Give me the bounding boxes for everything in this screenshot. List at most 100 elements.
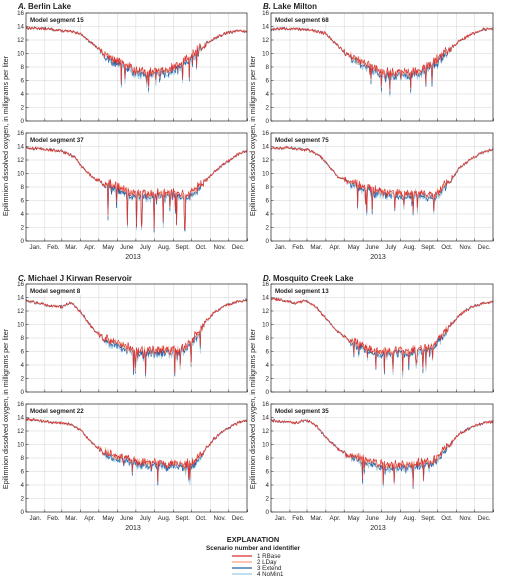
y-tick-label: 2	[21, 225, 25, 232]
x-tick-label: Mar.	[310, 244, 322, 251]
x-tick-label: Jan.	[275, 244, 287, 251]
y-tick-label: 8	[266, 64, 270, 71]
y-tick-label: 8	[21, 64, 25, 71]
panel-label-d: D. Mosquito Creek Lake	[263, 274, 354, 283]
y-tick-label: 14	[262, 144, 269, 151]
y-tick-label: 4	[266, 211, 270, 218]
plot-frame	[25, 132, 248, 242]
year-label-d: 2013	[370, 525, 386, 532]
chart-panel-6: 0 2 4 6 8 10 12 14 16 Model segment 13	[262, 281, 494, 396]
segment-label-bg	[28, 135, 94, 144]
x-tick-label: Nov.	[459, 244, 472, 251]
x-tick-label: Feb.	[292, 244, 305, 251]
chart-panel-8: 0 2 4 6 8 10 12 14 16 Model segment 35 Jan. Feb. Mar…	[262, 401, 494, 522]
y-tick-label: 16	[262, 281, 269, 288]
x-tick-label: Jan.	[30, 515, 42, 522]
y-tick-label: 12	[17, 428, 24, 435]
y-tick-label: 6	[266, 198, 270, 205]
y-tick-label: 4	[266, 362, 270, 369]
y-tick-label: 4	[21, 211, 25, 218]
y-tick-label: 0	[266, 238, 270, 245]
y-tick-label: 10	[262, 322, 269, 329]
x-tick-label: Sept.	[421, 244, 436, 251]
y-tick-label: 8	[21, 335, 25, 342]
explanation-title: EXPLANATION	[227, 535, 279, 544]
x-tick-label: Mar.	[310, 515, 322, 522]
x-tick-label: Mar.	[65, 244, 77, 251]
plot-frame	[25, 283, 248, 393]
x-tick-label: May	[348, 244, 361, 251]
x-tick-label: Feb.	[47, 515, 60, 522]
x-tick-label: Sept.	[421, 515, 436, 522]
y-tick-label: 6	[21, 469, 25, 476]
series-line-1-rbase	[270, 145, 494, 213]
legend-label-1: 1 RBase	[257, 553, 281, 560]
x-tick-label: June	[366, 244, 380, 251]
y-tick-label: 12	[17, 308, 24, 315]
y-tick-label: 2	[21, 376, 25, 383]
x-tick-label: Aug.	[403, 244, 416, 251]
y-tick-label: 16	[262, 401, 269, 408]
chart-panel-1: 0 2 4 6 8 10 12 14 16 Model segment 15	[17, 10, 248, 125]
y-tick-label: 16	[17, 401, 24, 408]
y-tick-label: 0	[266, 118, 270, 125]
chart-panel-5: 0 2 4 6 8 10 12 14 16 Model segment 8	[17, 281, 248, 396]
y-axis-label-b: Epilimnion dissolved oxygen, in milligra…	[248, 55, 257, 216]
year-label-a: 2013	[125, 254, 141, 261]
year-label-c: 2013	[125, 525, 141, 532]
y-tick-label: 12	[17, 157, 24, 164]
y-tick-label: 14	[17, 415, 24, 422]
chart-panel-2: 0 2 4 6 8 10 12 14 16 Model segment 68	[262, 10, 494, 125]
y-tick-label: 10	[17, 322, 24, 329]
y-tick-label: 12	[262, 308, 269, 315]
y-tick-label: 14	[262, 415, 269, 422]
y-tick-label: 6	[266, 349, 270, 356]
y-tick-label: 0	[21, 509, 25, 516]
y-tick-label: 12	[17, 37, 24, 44]
y-tick-label: 10	[17, 171, 24, 178]
panels: 0 2 4 6 8 10 12 14 16 Model segment 15 0 2 4 6 8 10 12 14…	[17, 10, 494, 522]
plot-frame	[25, 12, 248, 122]
y-tick-label: 16	[17, 130, 24, 137]
y-tick-label: 14	[17, 144, 24, 151]
panel-label-c: C. Michael J Kirwan Reservoir	[18, 274, 132, 283]
x-tick-label: Jan.	[30, 244, 42, 251]
series-line-1-rbase	[270, 26, 494, 90]
y-tick-label: 10	[17, 51, 24, 58]
y-tick-label: 8	[21, 184, 25, 191]
explanation: EXPLANATION Scenario number and identifi…	[206, 535, 301, 578]
chart-panel-3: 0 2 4 6 8 10 12 14 16 Model segment 37 Jan. Feb. Mar…	[17, 130, 248, 251]
y-tick-label: 14	[17, 295, 24, 302]
x-tick-label: Dec.	[232, 244, 245, 251]
segment-label-bg	[273, 406, 339, 415]
y-tick-label: 14	[17, 24, 24, 31]
segment-label: Model segment 22	[30, 408, 84, 415]
y-tick-label: 6	[21, 78, 25, 85]
x-tick-label: Jan.	[275, 515, 287, 522]
x-tick-label: June	[366, 515, 380, 522]
series-line-1-rbase	[25, 26, 248, 87]
y-axis-label-d: Epilimnion dissolved oxygen, in milligra…	[248, 328, 257, 489]
x-tick-label: Dec.	[478, 515, 491, 522]
y-tick-label: 0	[21, 389, 25, 396]
segment-label: Model segment 75	[275, 137, 329, 144]
series-line-1-rbase	[25, 299, 248, 374]
plot-frame	[25, 403, 248, 513]
x-tick-label: June	[120, 515, 134, 522]
y-tick-label: 2	[21, 105, 25, 112]
y-tick-label: 4	[21, 91, 25, 98]
x-tick-label: July	[385, 244, 397, 251]
y-tick-label: 16	[17, 281, 24, 288]
y-tick-label: 4	[266, 91, 270, 98]
y-tick-label: 14	[262, 295, 269, 302]
x-tick-label: Apr.	[84, 244, 95, 251]
series-line-1-rbase	[270, 297, 494, 372]
explanation-subtitle: Scenario number and identifier	[206, 545, 301, 552]
y-tick-label: 2	[266, 105, 270, 112]
x-tick-label: Feb.	[47, 244, 60, 251]
x-tick-label: Oct.	[195, 244, 207, 251]
x-tick-label: May	[348, 515, 361, 522]
x-tick-label: July	[140, 244, 152, 251]
y-tick-label: 8	[266, 455, 270, 462]
segment-label: Model segment 15	[30, 17, 84, 24]
